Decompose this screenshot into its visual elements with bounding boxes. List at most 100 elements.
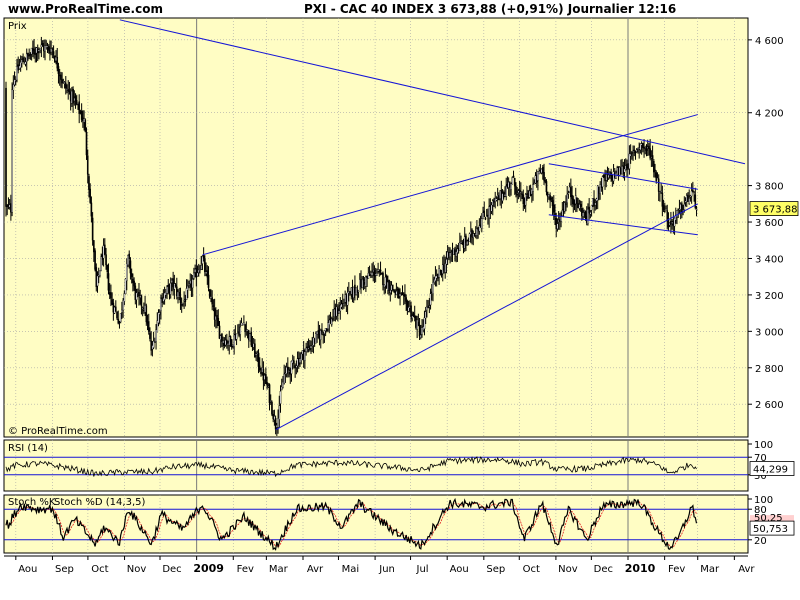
candle-body [215, 316, 217, 321]
candle-body [172, 278, 174, 288]
candle-body [566, 194, 568, 203]
candle-body [22, 57, 24, 63]
candle-body [655, 172, 658, 182]
candle-body [16, 66, 18, 81]
candle-body [589, 211, 592, 215]
candle-body [551, 200, 554, 207]
candle-body [112, 302, 115, 313]
candle-body [44, 45, 46, 52]
candle-body [52, 51, 55, 55]
candle-body [550, 198, 553, 200]
candle-body [138, 292, 140, 297]
candle-body [545, 181, 548, 193]
candle-body [95, 267, 98, 287]
candle-body [653, 161, 655, 173]
stoch-last-label: 50,753 [753, 524, 788, 535]
last-price-label: 3 673,88 [753, 205, 798, 216]
candle-body [150, 340, 152, 351]
candle-body [266, 382, 268, 386]
candle-body [466, 241, 468, 245]
candle-body [279, 390, 282, 404]
candle-body [180, 304, 183, 306]
candle-body [549, 195, 551, 201]
candle-body [245, 329, 248, 332]
price-tick-label: 4 200 [755, 109, 784, 120]
x-tick-label: Jun [378, 564, 395, 575]
candle-body [521, 193, 523, 195]
x-tick-label: 2010 [625, 562, 656, 575]
candle-body [357, 290, 360, 292]
candle-body [278, 405, 281, 420]
candle-body [216, 315, 218, 320]
price-tick-label: 2 600 [755, 400, 784, 411]
candle-body [146, 321, 149, 324]
candle-body [666, 210, 669, 222]
candle-body [38, 49, 40, 52]
candle-body [323, 330, 326, 334]
candle-body [483, 210, 486, 217]
candle-body [86, 155, 89, 175]
candle-body [230, 339, 233, 348]
candle-body [695, 208, 698, 211]
stoch-k-line [5, 497, 698, 551]
candle-body [317, 330, 320, 335]
trend-line-channel-top [548, 163, 698, 190]
candle-body [72, 89, 74, 104]
candle-body [373, 270, 376, 277]
candle-body [572, 198, 575, 205]
candle-body [631, 152, 633, 154]
candle-body [690, 190, 693, 197]
rsi-tick-label: 100 [754, 440, 773, 451]
candle-body [465, 235, 467, 244]
candle-body [257, 352, 260, 367]
candle-body [188, 284, 190, 286]
candle-body [128, 253, 131, 260]
candle-body [411, 315, 414, 319]
candle-body [177, 291, 179, 298]
x-tick-label: Nov [127, 564, 147, 575]
candle-body [365, 276, 367, 287]
candle-body [210, 296, 212, 299]
candle-body [166, 286, 168, 294]
candle-body [285, 367, 288, 374]
watermark-text: © ProRealTime.com [8, 426, 108, 437]
candle-body [488, 206, 490, 219]
site-label[interactable]: www.ProRealTime.com [8, 2, 163, 16]
price-tick-label: 3 400 [755, 254, 784, 265]
x-tick-label: Dec [162, 564, 181, 575]
candle-body [167, 285, 170, 287]
candle-body [522, 194, 525, 205]
candle-body [111, 299, 113, 305]
candle-body [693, 192, 695, 194]
rsi-line [5, 456, 697, 478]
candle-body [90, 202, 93, 217]
candle-body [282, 381, 284, 388]
candle-body [100, 256, 102, 272]
candle-body [228, 336, 231, 346]
candle-body [240, 322, 243, 326]
candle-body [635, 149, 638, 153]
candle-body [89, 188, 91, 203]
candle-body [60, 74, 62, 80]
candle-body [405, 297, 407, 302]
trend-line-wedge-lower [275, 203, 698, 431]
candle-body [268, 384, 271, 404]
candle-body [513, 178, 516, 187]
price-tick-label: 4 600 [755, 36, 784, 47]
candle-body [283, 373, 285, 384]
candle-body [51, 48, 54, 50]
candle-body [570, 187, 572, 198]
candle-body [495, 198, 498, 201]
candle-body [200, 265, 203, 270]
candle-body [362, 278, 365, 282]
candle-body [340, 303, 343, 308]
candle-body [39, 48, 41, 51]
candle-body [252, 343, 255, 348]
candle-body [417, 321, 420, 326]
candle-body [654, 169, 656, 172]
candle-body [124, 278, 127, 295]
candle-body [160, 298, 162, 311]
candle-body [662, 205, 665, 211]
candle-body [407, 307, 410, 312]
candle-body [175, 286, 178, 297]
